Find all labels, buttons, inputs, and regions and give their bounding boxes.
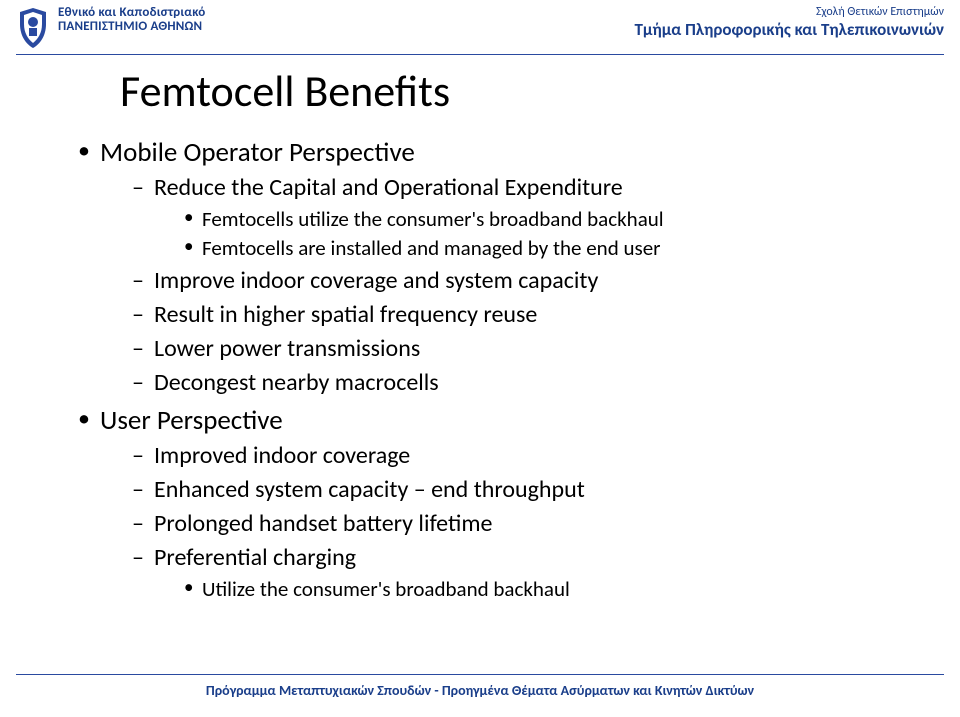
list-item: Lower power transmissions <box>132 334 910 364</box>
bullet-text: Femtocells are installed and managed by … <box>202 235 661 261</box>
list-item: Improve indoor coverage and system capac… <box>132 266 910 296</box>
header-left-line2: ΠΑΝΕΠΙΣΤΗΜΙΟ ΑΘΗΝΩΝ <box>58 20 205 34</box>
list-item: Mobile Operator Perspective Reduce the C… <box>78 136 910 398</box>
header-rule <box>16 54 944 55</box>
header-left-text: Εθνικό και Καποδιστριακό ΠΑΝΕΠΙΣΤΗΜΙΟ ΑΘ… <box>58 6 205 33</box>
bullet-text: Utilize the consumer's broadband backhau… <box>202 576 570 602</box>
header-right-line1: Σχολή Θετικών Επιστημών <box>635 6 945 20</box>
bullet-text: Prolonged handset battery lifetime <box>154 509 492 538</box>
slide-body: Femtocell Benefits Mobile Operator Persp… <box>60 64 910 647</box>
bullet-text: User Perspective <box>100 404 283 437</box>
bullet-text: Mobile Operator Perspective <box>100 136 415 169</box>
slide-footer: Πρόγραμμα Μεταπτυχιακών Σπουδών - Προηγμ… <box>0 682 960 699</box>
bullet-text: Femtocells utilize the consumer's broadb… <box>202 206 664 232</box>
list-item: Prolonged handset battery lifetime <box>132 509 910 539</box>
list-item: Decongest nearby macrocells <box>132 368 910 398</box>
bullet-text: Lower power transmissions <box>154 334 420 363</box>
bullet-text: Preferential charging <box>154 543 356 572</box>
footer-rule <box>16 674 944 675</box>
list-item: User Perspective Improved indoor coverag… <box>78 404 910 602</box>
bullet-text: Improve indoor coverage and system capac… <box>154 266 598 295</box>
header-right-line2: Τμήμα Πληροφορικής και Τηλεπικοινωνιών <box>635 20 945 40</box>
list-item: Result in higher spatial frequency reuse <box>132 300 910 330</box>
header-left-line1: Εθνικό και Καποδιστριακό <box>58 6 205 20</box>
bullet-text: Reduce the Capital and Operational Expen… <box>154 173 623 202</box>
header-left: Εθνικό και Καποδιστριακό ΠΑΝΕΠΙΣΤΗΜΙΟ ΑΘ… <box>16 6 205 50</box>
list-item: Improved indoor coverage <box>132 441 910 471</box>
list-item: Reduce the Capital and Operational Expen… <box>132 173 910 262</box>
list-item: Femtocells utilize the consumer's broadb… <box>184 206 910 232</box>
list-item: Preferential charging Utilize the consum… <box>132 543 910 602</box>
slide-title: Femtocell Benefits <box>120 64 910 118</box>
list-item: Femtocells are installed and managed by … <box>184 235 910 261</box>
list-item: Utilize the consumer's broadband backhau… <box>184 576 910 602</box>
slide: Εθνικό και Καποδιστριακό ΠΑΝΕΠΙΣΤΗΜΙΟ ΑΘ… <box>0 0 960 717</box>
bullet-list: Mobile Operator Perspective Reduce the C… <box>60 136 910 602</box>
university-crest-icon <box>16 6 50 50</box>
slide-header: Εθνικό και Καποδιστριακό ΠΑΝΕΠΙΣΤΗΜΙΟ ΑΘ… <box>0 0 960 56</box>
bullet-text: Result in higher spatial frequency reuse <box>154 300 537 329</box>
bullet-text: Enhanced system capacity – end throughpu… <box>154 475 585 504</box>
header-right: Σχολή Θετικών Επιστημών Τμήμα Πληροφορικ… <box>635 6 945 39</box>
bullet-text: Decongest nearby macrocells <box>154 368 439 397</box>
list-item: Enhanced system capacity – end throughpu… <box>132 475 910 505</box>
bullet-text: Improved indoor coverage <box>154 441 410 470</box>
